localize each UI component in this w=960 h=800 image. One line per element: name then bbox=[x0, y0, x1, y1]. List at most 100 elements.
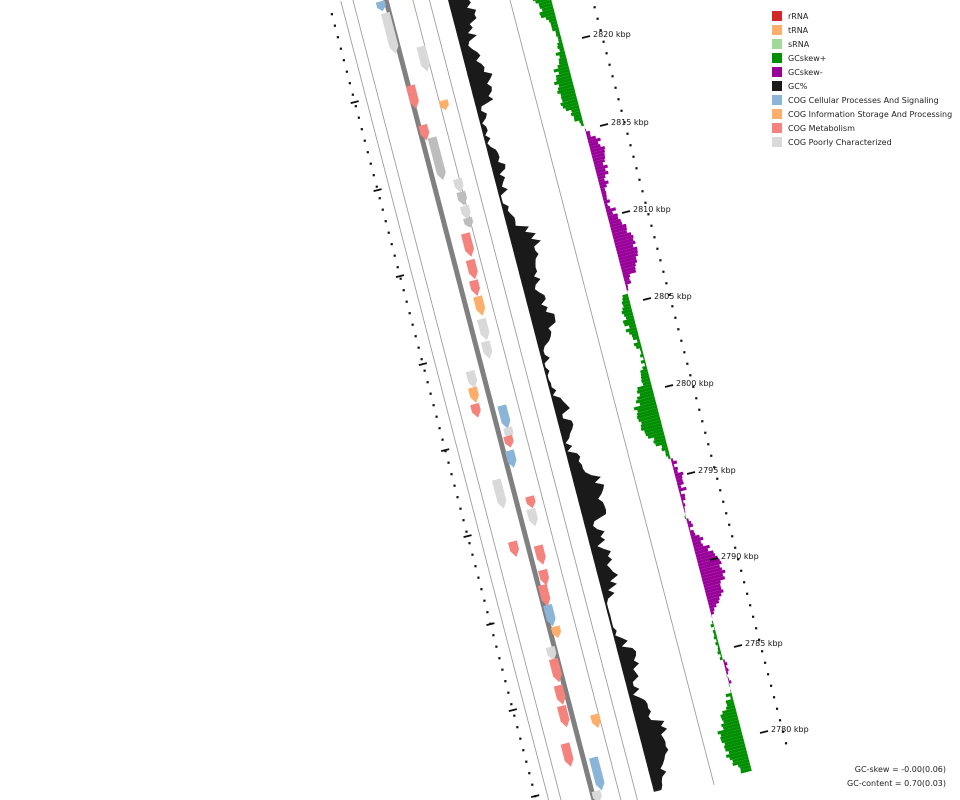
ruler-tick-label: 2780 kbp bbox=[771, 725, 809, 734]
gc-skew-bar bbox=[616, 244, 634, 252]
ruler-dot bbox=[716, 477, 719, 480]
cog-feature bbox=[463, 216, 474, 228]
legend-item: tRNA bbox=[772, 23, 952, 37]
ruler-dot bbox=[626, 132, 629, 135]
gc-skew-bar bbox=[683, 509, 686, 513]
gc-skew-bar bbox=[722, 707, 737, 715]
gc-skew-bar bbox=[717, 725, 741, 735]
gc-skew-bar bbox=[644, 425, 663, 434]
gc-skew-bar bbox=[608, 216, 619, 222]
ruler-dot bbox=[680, 339, 683, 342]
legend-label: rRNA bbox=[788, 11, 809, 21]
gc-skew-bar bbox=[628, 329, 638, 335]
gc-skew-bar bbox=[716, 638, 719, 643]
ruler-dot bbox=[483, 599, 486, 602]
cog-feature bbox=[590, 713, 601, 728]
legend-item: rRNA bbox=[772, 9, 952, 23]
gc-skew-bar bbox=[640, 371, 649, 377]
gc-skew-bar bbox=[622, 305, 632, 311]
gc-skew-track bbox=[532, 0, 752, 774]
legend-swatch bbox=[772, 67, 782, 77]
ruler-dot bbox=[381, 208, 384, 211]
gc-skew-bar bbox=[598, 180, 609, 186]
ruler-major-tick bbox=[418, 362, 428, 366]
gc-skew-bar bbox=[680, 496, 686, 501]
ruler-dot bbox=[686, 362, 689, 365]
gc-skew-bar bbox=[720, 728, 742, 737]
gc-skew-bar bbox=[540, 11, 556, 19]
ruler-dot bbox=[749, 604, 752, 607]
legend-swatch bbox=[772, 137, 782, 147]
gc-skew-bar bbox=[625, 326, 638, 333]
legend-swatch bbox=[772, 123, 782, 133]
cog-feature bbox=[461, 232, 474, 257]
gc-skew-bar bbox=[605, 207, 617, 213]
cog-feature bbox=[427, 136, 446, 181]
gc-skew-bar bbox=[697, 558, 720, 567]
gc-skew-bar bbox=[560, 98, 578, 107]
gc-skew-bar bbox=[570, 110, 581, 117]
gc-skew-bar bbox=[625, 314, 634, 320]
gc-content-track bbox=[448, 0, 669, 792]
ruler-dot bbox=[617, 98, 620, 101]
gc-skew-bar bbox=[633, 401, 657, 411]
track-line bbox=[428, 0, 638, 800]
gc-skew-bar bbox=[640, 374, 650, 380]
cog-feature bbox=[545, 645, 557, 661]
ruler-dot bbox=[740, 569, 743, 572]
gc-skew-bar bbox=[681, 500, 684, 504]
gc-skew-bar bbox=[556, 74, 572, 82]
gc-skew-bar bbox=[732, 758, 750, 766]
ruler-dot bbox=[752, 615, 755, 618]
ruler-dot bbox=[731, 535, 734, 538]
cog-feature bbox=[465, 369, 478, 389]
gc-skew-bar bbox=[604, 203, 608, 207]
cog-feature bbox=[453, 177, 464, 193]
ruler-dot bbox=[662, 270, 665, 273]
ruler-tick-label: 2785 kbp bbox=[745, 639, 783, 648]
gc-skew-bar bbox=[622, 269, 637, 276]
ruler-dot bbox=[450, 473, 453, 476]
cog-feature bbox=[505, 449, 517, 468]
ruler-dot bbox=[336, 36, 339, 39]
track-lines bbox=[340, 0, 715, 800]
gc-skew-bar bbox=[712, 617, 713, 621]
gc-skew-bar bbox=[684, 512, 686, 516]
track-line bbox=[412, 0, 622, 800]
cog-feature bbox=[456, 190, 467, 206]
gc-skew-bar bbox=[673, 466, 679, 471]
gc-skew-bar bbox=[591, 152, 605, 159]
ruler-major-tick bbox=[621, 210, 631, 214]
ruler-dot bbox=[519, 737, 522, 740]
gc-skew-bar bbox=[637, 383, 652, 391]
gc-skew-bar bbox=[721, 713, 738, 721]
ruler-major-tick bbox=[642, 297, 652, 301]
ruler-dot bbox=[647, 213, 650, 216]
cog-feature bbox=[525, 495, 536, 509]
ruler-dot bbox=[683, 351, 686, 354]
gc-skew-bar bbox=[591, 149, 606, 156]
gc-skew-bar bbox=[560, 89, 576, 97]
gc-skew-bar bbox=[640, 419, 662, 428]
ruler-dot bbox=[366, 151, 369, 154]
ruler-tick-label: 2820 kbp bbox=[593, 30, 631, 39]
cog-features bbox=[375, 0, 605, 800]
gc-skew-bar bbox=[607, 213, 618, 219]
ruler-dot bbox=[755, 627, 758, 630]
gc-skew-bar bbox=[595, 168, 606, 174]
ruler-dot bbox=[333, 24, 336, 27]
cog-feature bbox=[469, 279, 480, 296]
ruler-dot bbox=[758, 638, 761, 641]
gc-skew-bar bbox=[593, 158, 606, 165]
gc-skew-bar bbox=[670, 458, 674, 462]
ruler-dot bbox=[408, 312, 411, 315]
gc-skew-bar bbox=[719, 656, 723, 661]
ruler-dot bbox=[474, 565, 477, 568]
gc-skew-bar bbox=[585, 130, 591, 135]
ruler-dot bbox=[641, 190, 644, 193]
gc-skew-bar bbox=[636, 410, 659, 420]
gc-skew-bar bbox=[709, 607, 715, 612]
gc-skew-bar bbox=[726, 671, 729, 675]
ruler-tick-label: 2800 kbp bbox=[676, 379, 714, 388]
gc-skew-bar bbox=[633, 341, 641, 347]
